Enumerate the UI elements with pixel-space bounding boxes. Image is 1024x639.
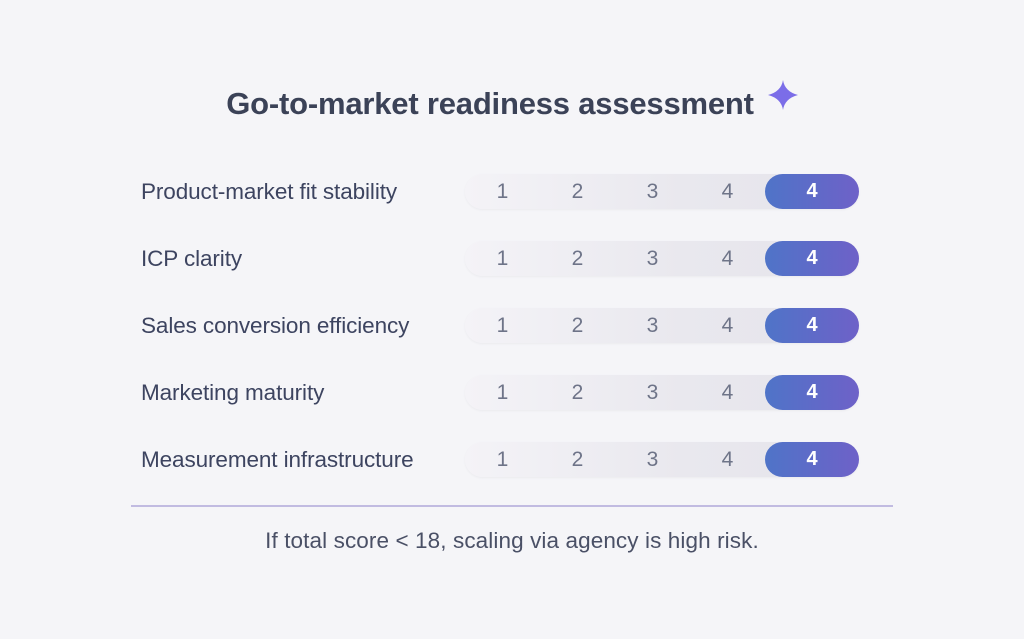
row-label: Product-market fit stability (141, 178, 398, 204)
scale-option-1[interactable]: 1 (496, 179, 509, 203)
scale-option-2[interactable]: 2 (571, 380, 584, 404)
scale-option-3[interactable]: 3 (646, 447, 659, 471)
assessment-row-icp-clarity: ICP clarity 1 2 3 4 4 (131, 241, 893, 276)
scale-option-3[interactable]: 3 (646, 246, 659, 270)
selected-score-pill[interactable]: 4 (765, 174, 859, 209)
scale-option-1[interactable]: 1 (496, 246, 509, 270)
scale-option-3[interactable]: 3 (646, 313, 659, 337)
assessment-rows: Product-market fit stability 1 2 3 4 4 I… (131, 174, 893, 477)
scale-option-4[interactable]: 4 (721, 447, 734, 471)
scale-option-2[interactable]: 2 (571, 447, 584, 471)
content-column: Go-to-market readiness assessment Produc… (131, 0, 893, 554)
scale-option-3[interactable]: 3 (646, 380, 659, 404)
row-label: Sales conversion efficiency (141, 312, 410, 338)
scale-option-1[interactable]: 1 (496, 380, 509, 404)
scale-option-4[interactable]: 4 (721, 380, 734, 404)
rating-scale: 1 2 3 4 4 (465, 174, 859, 209)
assessment-row-measurement-infrastructure: Measurement infrastructure 1 2 3 4 4 (131, 442, 893, 477)
assessment-row-product-market-fit: Product-market fit stability 1 2 3 4 4 (131, 174, 893, 209)
selected-score-pill[interactable]: 4 (765, 308, 859, 343)
divider (131, 505, 893, 507)
rating-scale: 1 2 3 4 4 (465, 308, 859, 343)
page-title: Go-to-market readiness assessment (226, 86, 754, 121)
sparkle-icon (767, 80, 798, 110)
row-label: Marketing maturity (141, 379, 325, 405)
footer-note: If total score < 18, scaling via agency … (265, 528, 759, 553)
scale-option-4[interactable]: 4 (721, 179, 734, 203)
row-label: ICP clarity (141, 245, 243, 271)
scale-option-3[interactable]: 3 (646, 179, 659, 203)
rating-scale: 1 2 3 4 4 (465, 241, 859, 276)
title-row: Go-to-market readiness assessment (131, 80, 893, 124)
assessment-row-sales-conversion: Sales conversion efficiency 1 2 3 4 4 (131, 308, 893, 343)
scale-option-4[interactable]: 4 (721, 246, 734, 270)
scale-option-1[interactable]: 1 (496, 313, 509, 337)
selected-score-pill[interactable]: 4 (765, 375, 859, 410)
rating-scale: 1 2 3 4 4 (465, 375, 859, 410)
selected-score-pill[interactable]: 4 (765, 241, 859, 276)
scale-option-2[interactable]: 2 (571, 246, 584, 270)
scale-option-4[interactable]: 4 (721, 313, 734, 337)
rating-scale: 1 2 3 4 4 (465, 442, 859, 477)
scale-option-2[interactable]: 2 (571, 179, 584, 203)
row-label: Measurement infrastructure (141, 446, 414, 472)
scale-option-2[interactable]: 2 (571, 313, 584, 337)
selected-score-pill[interactable]: 4 (765, 442, 859, 477)
assessment-row-marketing-maturity: Marketing maturity 1 2 3 4 4 (131, 375, 893, 410)
scale-option-1[interactable]: 1 (496, 447, 509, 471)
